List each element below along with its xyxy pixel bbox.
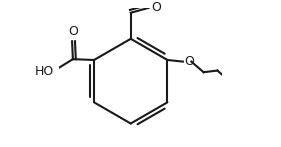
Text: HO: HO bbox=[35, 65, 54, 78]
Text: O: O bbox=[68, 25, 78, 38]
Text: O: O bbox=[151, 1, 161, 14]
Text: O: O bbox=[184, 55, 194, 68]
